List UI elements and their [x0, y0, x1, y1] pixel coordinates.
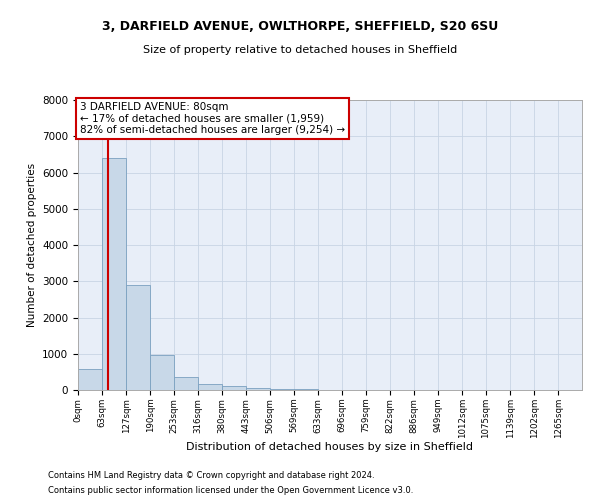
Text: 3 DARFIELD AVENUE: 80sqm
← 17% of detached houses are smaller (1,959)
82% of sem: 3 DARFIELD AVENUE: 80sqm ← 17% of detach… [80, 102, 345, 135]
Bar [78, 369, 102, 390]
Y-axis label: Number of detached properties: Number of detached properties [26, 163, 37, 327]
Bar [270, 389, 294, 390]
Text: Contains public sector information licensed under the Open Government Licence v3: Contains public sector information licen… [48, 486, 413, 495]
Bar [174, 377, 198, 390]
Bar [102, 158, 126, 390]
Bar [126, 285, 150, 390]
Text: 3, DARFIELD AVENUE, OWLTHORPE, SHEFFIELD, S20 6SU: 3, DARFIELD AVENUE, OWLTHORPE, SHEFFIELD… [102, 20, 498, 33]
Bar [246, 388, 270, 390]
X-axis label: Distribution of detached houses by size in Sheffield: Distribution of detached houses by size … [187, 442, 473, 452]
Bar [150, 355, 174, 390]
Text: Size of property relative to detached houses in Sheffield: Size of property relative to detached ho… [143, 45, 457, 55]
Text: Contains HM Land Registry data © Crown copyright and database right 2024.: Contains HM Land Registry data © Crown c… [48, 471, 374, 480]
Bar [222, 386, 246, 390]
Bar [198, 384, 222, 390]
